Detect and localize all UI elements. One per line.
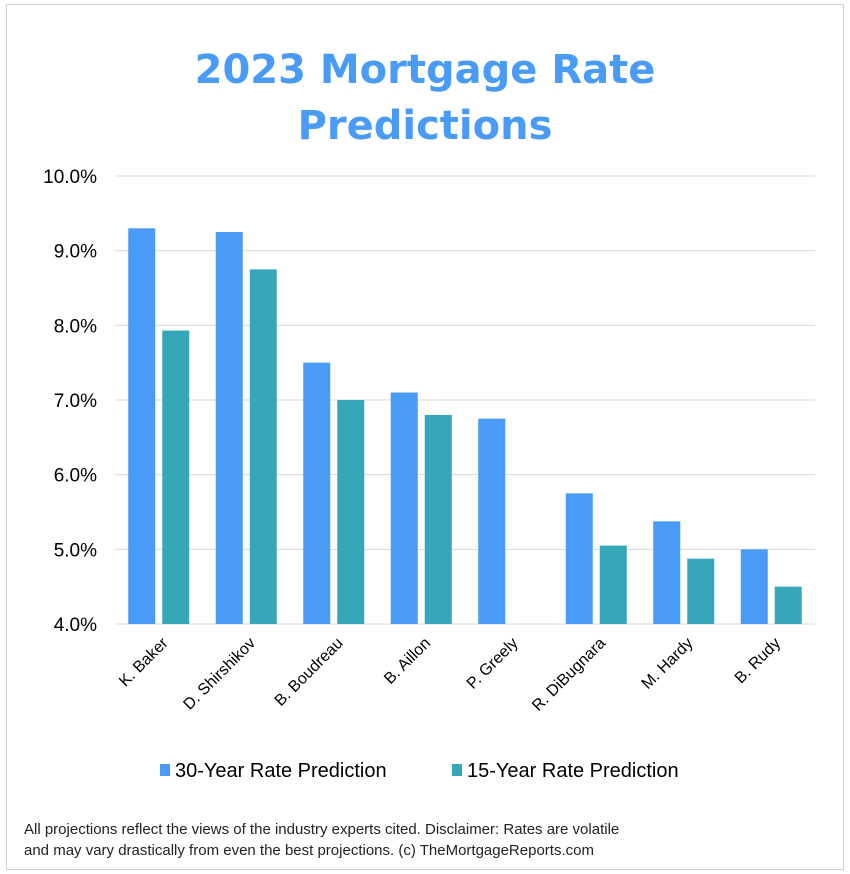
bar-30yr (740, 549, 768, 624)
y-tick-label: 4.0% (54, 615, 97, 636)
bar-15yr (162, 330, 190, 624)
footnote-line-2: and may vary drastically from even the b… (24, 842, 594, 859)
y-tick-label: 10.0% (43, 167, 97, 188)
y-tick-label: 8.0% (54, 316, 97, 337)
y-tick-label: 7.0% (54, 391, 97, 412)
x-tick-label: K. Baker (116, 634, 172, 690)
x-tick-label: P. Greely (464, 635, 522, 693)
bar-30yr (128, 228, 156, 624)
y-tick-label: 9.0% (54, 242, 97, 263)
bar-15yr (249, 269, 277, 624)
bar-15yr (774, 586, 802, 624)
legend-swatch (452, 764, 462, 776)
bar-30yr (478, 418, 506, 624)
legend-label: 15-Year Rate Prediction (467, 760, 679, 782)
x-tick-label: M. Hardy (639, 635, 697, 693)
y-tick-label: 6.0% (54, 466, 97, 487)
chart-title: 2023 Mortgage Rate Predictions (194, 47, 656, 149)
x-tick-label: B. Rudy (732, 635, 784, 687)
legend-swatch (160, 764, 170, 776)
bar-15yr (599, 545, 627, 624)
bar-15yr (687, 558, 715, 624)
bar-30yr (215, 232, 243, 624)
legend-label: 30-Year Rate Prediction (175, 760, 387, 782)
chart-frame (6, 4, 844, 870)
x-tick-label: D. Shirshikov (180, 635, 259, 714)
x-tick-label: R. DiBugnara (529, 635, 609, 715)
y-tick-label: 5.0% (54, 540, 97, 561)
bar-15yr (337, 400, 365, 624)
footnote: All projections reflect the views of the… (24, 819, 619, 861)
bar-30yr (565, 493, 593, 624)
footnote-line-1: All projections reflect the views of the… (24, 821, 620, 838)
bar-30yr (653, 521, 681, 624)
bar-15yr (424, 414, 452, 624)
bar-30yr (390, 392, 418, 624)
bar-30yr (303, 362, 331, 624)
x-tick-label: B. Boudreau (272, 635, 347, 710)
x-tick-label: B. Aillon (381, 635, 434, 688)
